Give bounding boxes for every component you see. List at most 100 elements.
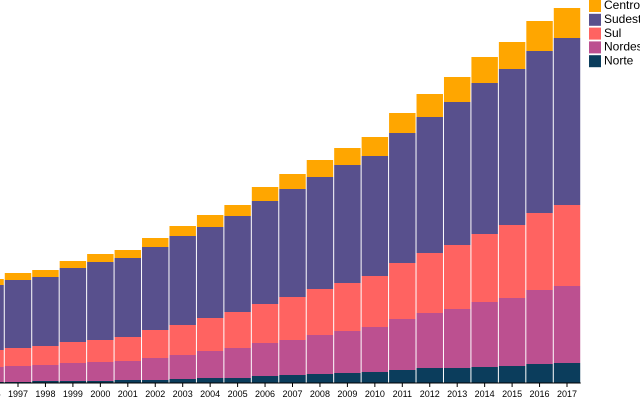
- bar-segment: [59, 381, 87, 383]
- bar-segment: [471, 234, 498, 302]
- bar-segment: [0, 350, 4, 367]
- bar-segment: [334, 283, 361, 331]
- bar-segment: [87, 340, 114, 362]
- x-tick-label: 2005: [228, 389, 248, 399]
- x-tick-label: 2002: [145, 389, 165, 399]
- bar-segment: [526, 213, 553, 290]
- legend-swatch: [589, 13, 601, 26]
- bar-segment: [169, 379, 196, 383]
- bar-segment: [169, 355, 196, 379]
- bar-segment: [142, 330, 169, 358]
- bar-segment: [279, 297, 306, 340]
- bar-segment: [553, 286, 581, 363]
- bar-segment: [142, 380, 169, 383]
- bar-segment: [251, 201, 279, 304]
- bar-segment: [334, 373, 361, 383]
- x-tick-label: 2007: [282, 389, 302, 399]
- x-tick-label: 2011: [393, 389, 412, 399]
- bar-segment: [553, 38, 581, 205]
- bar-segment: [306, 289, 334, 335]
- bar-segment: [361, 372, 389, 383]
- bar-segment: [471, 302, 498, 367]
- x-tick-label: 2014: [475, 389, 495, 399]
- bar-segment: [0, 279, 4, 285]
- bar-segment: [443, 309, 471, 368]
- bar-segment: [251, 343, 279, 376]
- bar-segment: [416, 94, 443, 117]
- bar-segment: [251, 187, 279, 201]
- bar-segment: [251, 304, 279, 343]
- bar-segment: [526, 364, 553, 383]
- bar-segment: [251, 376, 279, 383]
- bar-segment: [416, 117, 443, 253]
- x-tick-label: 2004: [200, 389, 220, 399]
- bar-segment: [498, 298, 526, 366]
- legend-label: Sul: [604, 26, 621, 40]
- x-tick-label: 2000: [90, 389, 110, 399]
- bar-segment: [334, 331, 361, 373]
- bar-segment: [4, 280, 32, 348]
- bar-segment: [224, 216, 251, 312]
- x-tick-label: 2003: [173, 389, 193, 399]
- bar-segment: [32, 365, 59, 381]
- bar-segment: [32, 270, 59, 277]
- bar-segment: [306, 160, 334, 177]
- bar-segment: [416, 253, 443, 313]
- bar-segment: [142, 358, 169, 380]
- bar-segment: [389, 133, 416, 263]
- bar-segment: [553, 205, 581, 286]
- bar-segment: [279, 375, 306, 383]
- bar-segment: [87, 254, 114, 262]
- bar-segment: [498, 366, 526, 383]
- x-tick-label: 2015: [502, 389, 522, 399]
- legend-swatch: [589, 55, 601, 68]
- legend-swatch: [589, 27, 601, 40]
- bar-segment: [443, 368, 471, 383]
- bar-segment: [361, 156, 389, 276]
- bar-segment: [4, 273, 32, 280]
- bar-segment: [87, 362, 114, 381]
- bar-segment: [443, 102, 471, 245]
- bar-segment: [32, 381, 59, 383]
- x-tick-label: 2016: [530, 389, 550, 399]
- bar-segment: [224, 312, 251, 348]
- legend-swatch: [589, 41, 601, 54]
- x-tick-label: 2001: [118, 389, 138, 399]
- bar-segment: [142, 247, 169, 330]
- bar-segment: [498, 42, 526, 69]
- bar-segment: [279, 174, 306, 189]
- bar-segment: [471, 57, 498, 83]
- bar-segment: [361, 137, 389, 156]
- legend-label: Norte: [604, 53, 634, 67]
- bar-segment: [114, 258, 142, 337]
- bar-segment: [306, 374, 334, 383]
- bar-segment: [87, 262, 114, 340]
- bar-segment: [196, 318, 224, 351]
- bar-segment: [196, 351, 224, 378]
- bar-segment: [32, 346, 59, 365]
- bar-segment: [0, 367, 4, 382]
- bar-segment: [114, 361, 142, 380]
- bar-segment: [224, 348, 251, 378]
- x-tick-label: 2006: [255, 389, 275, 399]
- bar-segment: [306, 177, 334, 289]
- bar-segment: [471, 367, 498, 383]
- bar-segment: [526, 290, 553, 364]
- bar-segment: [169, 325, 196, 355]
- bars: [0, 8, 581, 383]
- bar-segment: [142, 238, 169, 247]
- bar-segment: [416, 313, 443, 368]
- bar-segment: [114, 337, 142, 361]
- bar-segment: [306, 335, 334, 374]
- bar-segment: [87, 381, 114, 383]
- bar-segment: [59, 363, 87, 381]
- bar-segment: [0, 285, 4, 350]
- bar-segment: [114, 380, 142, 383]
- bar-segment: [416, 368, 443, 383]
- legend-label: Sudest: [604, 12, 640, 26]
- bar-segment: [443, 77, 471, 102]
- bar-segment: [59, 342, 87, 363]
- legend-swatch: [589, 0, 601, 12]
